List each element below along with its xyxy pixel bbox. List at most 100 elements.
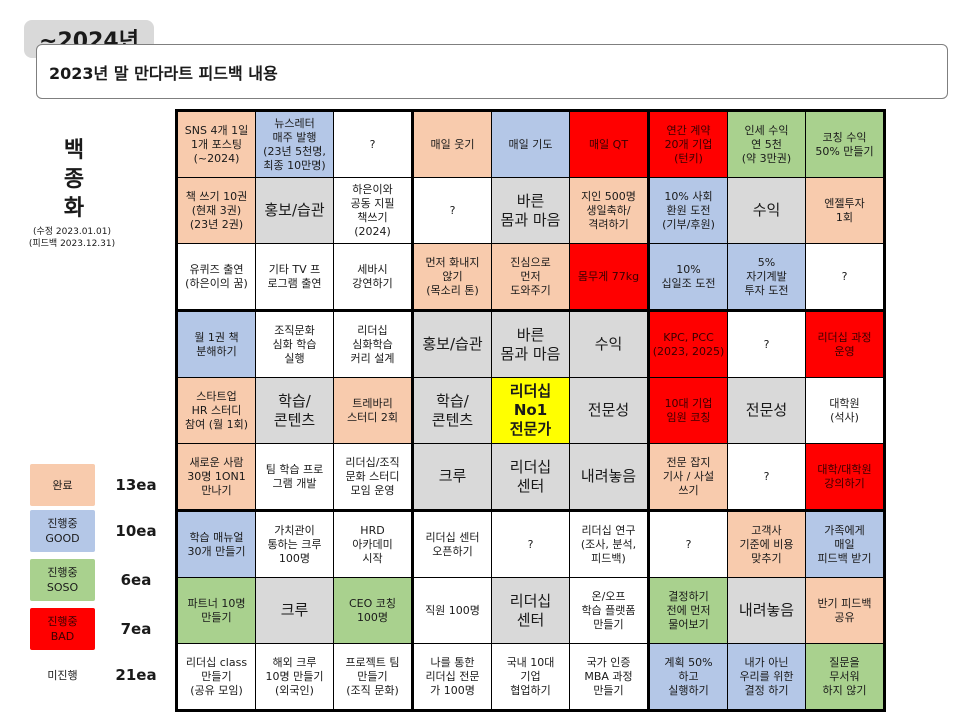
mandalart-cell: 매일 기도	[492, 112, 569, 177]
mandalart-cell: 하은이와 공동 지필 책쓰기 (2024)	[334, 178, 411, 243]
mandalart-cell: 리더십/조직 문화 스터디 모임 운영	[334, 444, 411, 509]
mandalart-cell: 리더십 센터	[492, 444, 569, 509]
mandalart-cell: 엔젤투자 1회	[806, 178, 883, 243]
legend-label-done: 완료	[30, 464, 95, 506]
mandalart-cell: 크루	[414, 444, 491, 509]
mandalart-cell: HRD 아카데미 시작	[334, 512, 411, 577]
mandalart-cell: 가족에게 매일 피드백 받기	[806, 512, 883, 577]
mandalart-cell: ?	[334, 112, 411, 177]
legend-count-bad: 7ea	[120, 620, 152, 638]
page-header: 2023년 말 만다라트 피드백 내용	[36, 44, 948, 99]
mandalart-cell: 트레바리 스터디 2회	[334, 378, 411, 443]
mandalart-cell: CEO 코칭 100명	[334, 578, 411, 643]
mandalart-cell: 먼저 화내지 않기 (목소리 톤)	[414, 244, 491, 309]
legend-label-none: 미진행	[30, 654, 95, 696]
mandalart-cell: 전문성	[570, 378, 647, 443]
mandalart-cell: ?	[414, 178, 491, 243]
mandalart-cell: 해외 크루 10명 만들기 (외국인)	[256, 644, 333, 709]
mandalart-cell: 책 쓰기 10권 (현재 3권) (23년 2권)	[178, 178, 255, 243]
mandalart-cell: 몸무게 77kg	[570, 244, 647, 309]
mandalart-cell: 대학/대학원 강의하기	[806, 444, 883, 509]
legend-label-bad: 진행중 BAD	[30, 608, 95, 650]
mandalart-cell: 리더십 과정 운영	[806, 312, 883, 377]
mandalart-cell: 10% 사회 환원 도전 (기부/후원)	[650, 178, 727, 243]
mandalart-cell: 가치관이 통하는 크루 100명	[256, 512, 333, 577]
mandalart-block: 월 1권 책 분해하기 조직문화 심화 학습 실행 리더십 심화학습 커리 설계 스타…	[178, 312, 411, 509]
mandalart-cell: 인세 수익 연 5천 (약 3만권)	[728, 112, 805, 177]
mandalart-cell: 리더십 class 만들기 (공유 모임)	[178, 644, 255, 709]
mandalart-cell: 리더십 연구 (조사, 분석, 피드백)	[570, 512, 647, 577]
mandalart-block: SNS 4개 1일 1개 포스팅 (~2024) 뉴스레터 매주 발행 (23년 …	[178, 112, 411, 309]
mandalart-cell: 내려놓음	[728, 578, 805, 643]
mandalart-cell: 계획 50% 하고 실행하기	[650, 644, 727, 709]
mandalart-cell: 학습/ 콘텐츠	[256, 378, 333, 443]
mandalart-cell: 매일 웃기	[414, 112, 491, 177]
mandalart-cell: 조직문화 심화 학습 실행	[256, 312, 333, 377]
mandalart-cell: 팀 학습 프로 그램 개발	[256, 444, 333, 509]
mandalart-block: 연간 계약 20개 기업 (턴키) 인세 수익 연 5천 (약 3만권) 코칭 수익…	[650, 112, 883, 309]
mandalart-cell: 프로젝트 팀 만들기 (조직 문화)	[334, 644, 411, 709]
mandalart-cell: 파트너 10명 만들기	[178, 578, 255, 643]
legend-count-soso: 6ea	[120, 571, 152, 589]
mandalart-cell: 리더십 No1 전문가	[492, 378, 569, 443]
mandalart-cell: 기타 TV 프 로그램 출연	[256, 244, 333, 309]
mandalart-cell: KPC, PCC (2023, 2025)	[650, 312, 727, 377]
mandalart-cell: 지인 500명 생일축하/ 격려하기	[570, 178, 647, 243]
mandalart-cell: 크루	[256, 578, 333, 643]
mandalart-cell: 연간 계약 20개 기업 (턴키)	[650, 112, 727, 177]
mandalart-cell: 국내 10대 기업 협업하기	[492, 644, 569, 709]
mandalart-cell: ?	[728, 312, 805, 377]
mandalart-cell: 홍보/습관	[256, 178, 333, 243]
mandalart-cell: 유퀴즈 출연 (하은이의 꿈)	[178, 244, 255, 309]
mandalart-cell: 전문 잡지 기사 / 사설 쓰기	[650, 444, 727, 509]
mandalart-block: 학습 매뉴얼 30개 만들기 가치관이 통하는 크루 100명 HRD 아카데미 시…	[178, 512, 411, 709]
mandalart-cell: ?	[650, 512, 727, 577]
mandalart-cell: 전문성	[728, 378, 805, 443]
mandalart-cell: 고객사 기준에 비용 맞추기	[728, 512, 805, 577]
mandalart-cell: 학습 매뉴얼 30개 만들기	[178, 512, 255, 577]
mandalart-cell: 리더십 센터	[492, 578, 569, 643]
mandalart-cell: 진심으로 먼저 도와주기	[492, 244, 569, 309]
mandalart-cell: 뉴스레터 매주 발행 (23년 5천명, 최종 10만명)	[256, 112, 333, 177]
page-title: 2023년 말 만다라트 피드백 내용	[49, 63, 278, 83]
mandalart-cell: 결정하기 전에 먼저 물어보기	[650, 578, 727, 643]
mandalart-cell: 코칭 수익 50% 만들기	[806, 112, 883, 177]
mandalart-cell: 리더십 심화학습 커리 설계	[334, 312, 411, 377]
mandalart-cell: 나를 통한 리더십 전문 가 100명	[414, 644, 491, 709]
mandalart-cell: 5% 자기계발 투자 도전	[728, 244, 805, 309]
mandalart-cell: 반기 피드백 공유	[806, 578, 883, 643]
mandalart-cell: 내가 아닌 우리를 위한 결정 하기	[728, 644, 805, 709]
legend-count-good: 10ea	[115, 522, 157, 540]
mandalart-cell: 바른 몸과 마음	[492, 312, 569, 377]
mandalart-cell: 10대 기업 임원 코칭	[650, 378, 727, 443]
mandalart-cell: 온/오프 학습 플랫폼 만들기	[570, 578, 647, 643]
legend-label-good: 진행중 GOOD	[30, 510, 95, 552]
side-title: 백 종 화	[63, 138, 85, 221]
mandalart-cell: 직원 100명	[414, 578, 491, 643]
legend-label-soso: 진행중 SOSO	[30, 559, 95, 601]
mandalart-cell: SNS 4개 1일 1개 포스팅 (~2024)	[178, 112, 255, 177]
mandalart-cell: 세바시 강연하기	[334, 244, 411, 309]
mandalart-cell: 내려놓음	[570, 444, 647, 509]
mandalart-cell: 수익	[728, 178, 805, 243]
mandalart-cell: 바른 몸과 마음	[492, 178, 569, 243]
mandalart-cell: 새로운 사람 30명 1ON1 만나기	[178, 444, 255, 509]
mandalart-cell: 리더십 센터 오픈하기	[414, 512, 491, 577]
mandalart-cell: ?	[728, 444, 805, 509]
mandalart-cell: 홍보/습관	[414, 312, 491, 377]
side-note: (수정 2023.01.01) (피드백 2023.12.31)	[28, 227, 116, 249]
mandalart-cell: 수익	[570, 312, 647, 377]
mandalart-cell: 10% 십일조 도전	[650, 244, 727, 309]
mandalart-cell: 매일 QT	[570, 112, 647, 177]
mandalart-block: 매일 웃기 매일 기도 매일 QT? 바른 몸과 마음 지인 500명 생일축하/ 격려…	[414, 112, 647, 309]
legend-count-done: 13ea	[115, 476, 157, 494]
mandalart-block: 리더십 센터 오픈하기? 리더십 연구 (조사, 분석, 피드백) 직원 100명 리…	[414, 512, 647, 709]
mandalart-cell: 학습/ 콘텐츠	[414, 378, 491, 443]
mandalart-cell: ?	[492, 512, 569, 577]
mandalart-grid: SNS 4개 1일 1개 포스팅 (~2024) 뉴스레터 매주 발행 (23년 …	[175, 109, 886, 712]
mandalart-cell: ?	[806, 244, 883, 309]
legend-count-none: 21ea	[115, 666, 157, 684]
mandalart-block: KPC, PCC (2023, 2025)? 리더십 과정 운영 10대 기업 임원…	[650, 312, 883, 509]
